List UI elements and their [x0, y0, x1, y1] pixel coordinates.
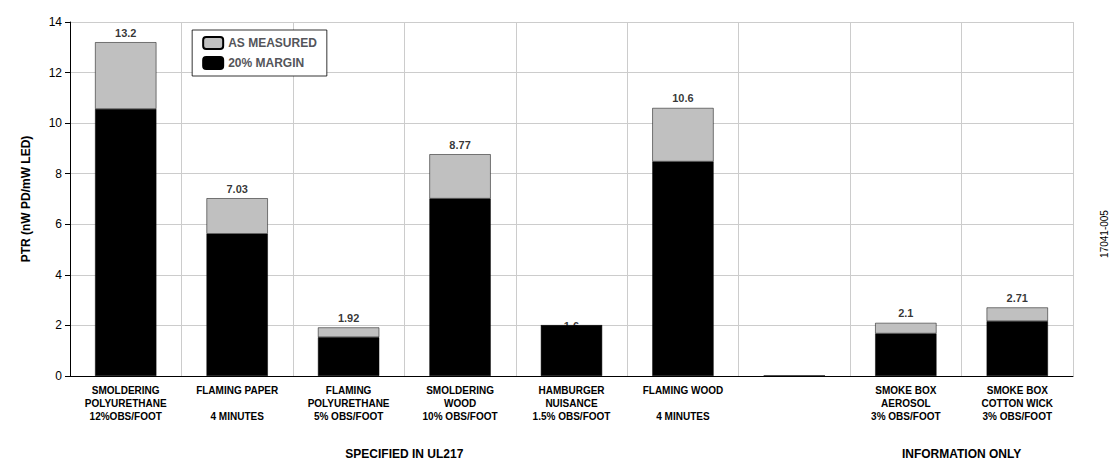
svg-text:3% OBS/FOOT: 3% OBS/FOOT: [983, 411, 1052, 422]
svg-text:WOOD: WOOD: [444, 398, 476, 409]
svg-text:5% OBS/FOOT: 5% OBS/FOOT: [314, 411, 383, 422]
svg-text:4: 4: [55, 268, 62, 282]
svg-text:SPECIFIED IN UL217: SPECIFIED IN UL217: [345, 447, 463, 461]
svg-text:1.5% OBS/FOOT: 1.5% OBS/FOOT: [533, 411, 611, 422]
svg-text:FLAMING PAPER: FLAMING PAPER: [196, 385, 279, 396]
svg-text:10.6: 10.6: [672, 92, 693, 104]
svg-text:2: 2: [55, 318, 62, 332]
svg-text:17041-005: 17041-005: [1099, 210, 1110, 258]
svg-text:INFORMATION ONLY: INFORMATION ONLY: [902, 447, 1021, 461]
svg-text:12: 12: [49, 66, 63, 80]
svg-text:SMOKE BOX: SMOKE BOX: [987, 385, 1048, 396]
svg-text:7.03: 7.03: [226, 183, 247, 195]
svg-text:8.77: 8.77: [449, 139, 470, 151]
svg-text:2.1: 2.1: [898, 307, 913, 319]
svg-text:10: 10: [49, 116, 63, 130]
svg-text:2.71: 2.71: [1007, 292, 1028, 304]
svg-text:4 MINUTES: 4 MINUTES: [210, 411, 264, 422]
svg-text:10% OBS/FOOT: 10% OBS/FOOT: [423, 411, 498, 422]
svg-text:SMOKE BOX: SMOKE BOX: [875, 385, 936, 396]
svg-text:SMOLDERING: SMOLDERING: [92, 385, 160, 396]
svg-text:POLYURETHANE: POLYURETHANE: [308, 398, 390, 409]
svg-text:0: 0: [55, 369, 62, 383]
svg-text:AS MEASURED: AS MEASURED: [228, 36, 317, 50]
svg-text:PTR (nW PD/mW LED): PTR (nW PD/mW LED): [19, 136, 33, 263]
svg-text:3% OBS/FOOT: 3% OBS/FOOT: [871, 411, 940, 422]
svg-text:8: 8: [55, 167, 62, 181]
svg-text:6: 6: [55, 217, 62, 231]
svg-text:12%OBS/FOOT: 12%OBS/FOOT: [90, 411, 162, 422]
svg-text:FLAMING: FLAMING: [326, 385, 372, 396]
svg-text:AEROSOL: AEROSOL: [881, 398, 930, 409]
svg-text:14: 14: [49, 15, 63, 29]
svg-text:COTTON WICK: COTTON WICK: [982, 398, 1054, 409]
svg-text:20% MARGIN: 20% MARGIN: [228, 56, 304, 70]
svg-text:SMOLDERING: SMOLDERING: [426, 385, 494, 396]
svg-text:POLYURETHANE: POLYURETHANE: [85, 398, 167, 409]
svg-text:FLAMING WOOD: FLAMING WOOD: [643, 385, 724, 396]
svg-text:13.2: 13.2: [115, 27, 136, 39]
svg-text:1.92: 1.92: [338, 312, 359, 324]
svg-text:NUISANCE: NUISANCE: [545, 398, 598, 409]
svg-text:4 MINUTES: 4 MINUTES: [656, 411, 710, 422]
svg-text:HAMBURGER: HAMBURGER: [538, 385, 605, 396]
svg-text:1.6: 1.6: [564, 320, 579, 332]
